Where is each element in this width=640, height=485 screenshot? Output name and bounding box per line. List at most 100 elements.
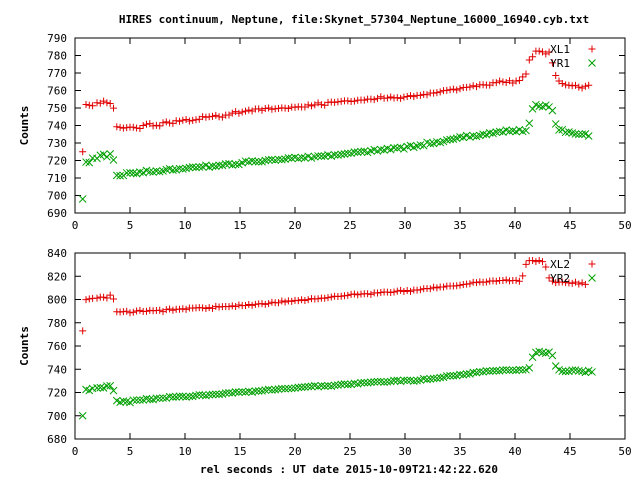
data-point — [307, 382, 316, 391]
data-point — [235, 109, 243, 117]
data-point — [123, 124, 131, 132]
data-point — [162, 118, 170, 126]
data-point — [208, 162, 217, 170]
data-point — [277, 155, 286, 164]
data-point — [199, 304, 207, 312]
data-point — [433, 138, 441, 146]
data-point — [242, 302, 249, 310]
legend-label: YR1 — [550, 57, 570, 70]
data-point — [462, 370, 471, 378]
data-point — [343, 149, 352, 158]
data-point — [430, 283, 438, 291]
data-point — [565, 81, 573, 89]
data-point — [337, 380, 346, 389]
data-point — [93, 383, 101, 392]
data-point — [475, 367, 484, 376]
data-point — [202, 304, 210, 312]
data-point — [409, 377, 418, 385]
data-point — [400, 93, 408, 101]
data-point — [176, 117, 183, 125]
data-point — [423, 91, 431, 99]
data-point — [112, 171, 121, 180]
data-point — [195, 390, 204, 399]
data-point — [350, 148, 359, 156]
data-point — [129, 123, 137, 131]
data-point — [532, 258, 540, 266]
data-point — [440, 283, 447, 291]
data-point — [360, 378, 369, 387]
data-point — [548, 59, 556, 67]
data-point — [149, 122, 157, 130]
x-tick-label: 20 — [288, 219, 301, 232]
data-point — [182, 116, 190, 124]
data-point — [548, 351, 557, 360]
data-point — [116, 123, 124, 131]
data-point — [106, 291, 114, 299]
data-point — [377, 93, 385, 101]
data-point — [110, 104, 117, 112]
data-point — [584, 132, 593, 140]
data-point — [235, 388, 243, 397]
data-point — [436, 88, 444, 96]
data-point — [251, 157, 260, 166]
data-point — [294, 297, 302, 305]
data-point — [82, 101, 90, 108]
data-point — [271, 385, 280, 394]
data-point — [343, 380, 352, 389]
data-point — [387, 93, 395, 101]
data-point — [122, 169, 131, 177]
data-point — [93, 294, 101, 302]
data-point — [545, 274, 553, 282]
data-point — [416, 91, 424, 99]
data-point — [558, 367, 567, 375]
x-axis-label: rel seconds : UT date 2015-10-09T21:42:2… — [200, 463, 498, 476]
data-point — [522, 126, 530, 135]
data-point — [225, 303, 233, 311]
data-point — [232, 302, 240, 310]
data-point — [528, 353, 537, 362]
data-point — [515, 365, 524, 374]
x-tick-label: 0 — [72, 445, 79, 458]
data-point — [324, 294, 332, 302]
data-point — [380, 378, 388, 387]
data-point — [205, 390, 214, 399]
data-point — [288, 297, 296, 305]
data-point — [330, 381, 339, 390]
data-point — [109, 386, 118, 395]
y-tick-label: 690 — [47, 207, 67, 220]
data-point — [397, 94, 405, 102]
data-point — [231, 388, 240, 396]
data-point — [466, 83, 474, 91]
data-point — [110, 295, 117, 303]
x-tick-label: 10 — [178, 219, 191, 232]
data-point — [499, 78, 507, 86]
data-point — [99, 150, 108, 159]
data-point — [143, 120, 150, 128]
data-point — [179, 305, 187, 313]
data-point — [433, 284, 441, 292]
data-point — [350, 97, 358, 105]
data-point — [357, 147, 365, 156]
data-point — [393, 287, 401, 295]
data-point — [245, 300, 253, 308]
x-tick-label: 40 — [508, 445, 521, 458]
data-point — [370, 378, 379, 386]
data-point — [159, 119, 167, 127]
data-point — [165, 392, 174, 401]
panel-bottom: 680 700 720 740 760 780 800 820 840 0 5 10 15 20 25 30 3… — [18, 247, 632, 458]
data-point — [248, 301, 256, 309]
legend-label: YR2 — [550, 272, 570, 285]
data-point — [357, 378, 365, 387]
data-point — [337, 97, 345, 105]
data-point — [211, 390, 220, 399]
data-point — [518, 366, 527, 374]
legend-marker — [588, 260, 596, 268]
data-point — [373, 377, 382, 386]
data-point — [254, 157, 263, 166]
legend-label: XL2 — [550, 258, 570, 271]
data-point — [129, 169, 138, 177]
data-point — [535, 47, 543, 55]
data-point — [416, 286, 424, 294]
data-point — [209, 112, 216, 120]
data-point — [449, 85, 457, 93]
